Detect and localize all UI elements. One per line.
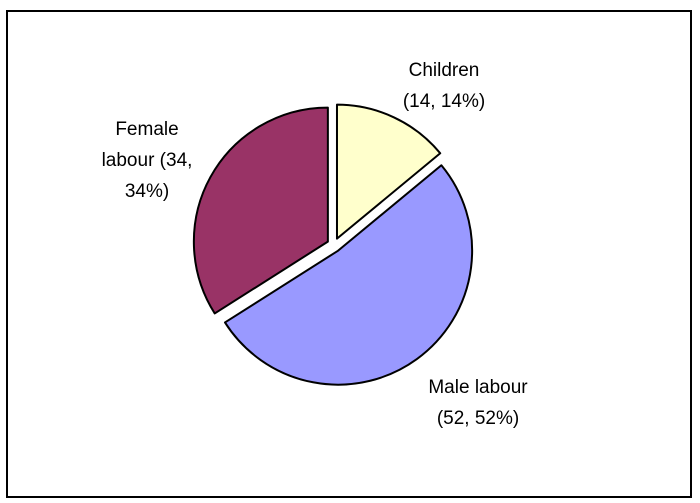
female-label-line1: Female: [115, 119, 178, 140]
slice-children: [335, 103, 442, 240]
children-label-line2: (14, 14%): [403, 91, 485, 112]
slice-male-labour: [223, 164, 474, 386]
slice-label-female-labour: Female labour (34, 34%): [102, 119, 193, 202]
pie-slices: [192, 103, 474, 386]
female-label-line2: labour (34,: [102, 150, 193, 171]
female-label-line3: 34%): [125, 181, 169, 202]
male-label-line2: (52, 52%): [437, 408, 519, 429]
slice-label-children: Children (14, 14%): [403, 60, 485, 112]
slice-label-male-labour: Male labour (52, 52%): [428, 377, 528, 429]
children-label-line1: Children: [409, 60, 480, 81]
male-label-line1: Male labour: [428, 377, 528, 398]
slice-female-labour: [192, 106, 329, 315]
